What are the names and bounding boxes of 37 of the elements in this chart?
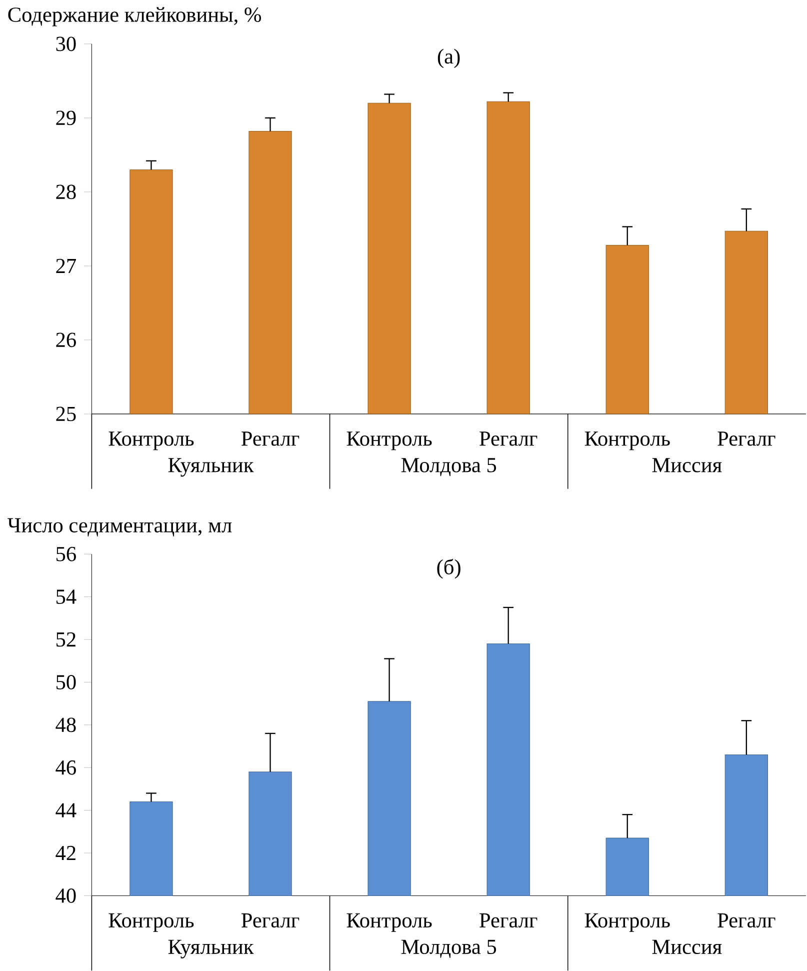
y-tick-label: 44 [56, 803, 76, 818]
x-tick-label: Регалг [718, 913, 776, 928]
y-tick-label: 42 [56, 846, 76, 860]
y-tick-label: 54 [56, 590, 76, 604]
text: Миссия [652, 458, 722, 472]
y-tick-label: 25 [56, 406, 76, 422]
y-tick-label: 52 [56, 632, 76, 647]
y-tick-label: 30 [56, 36, 76, 52]
y-axis-title: Число седиментации, мл [7, 518, 232, 536]
text: Молдова 5 [401, 458, 496, 476]
text: Куяльник [168, 458, 254, 477]
chart-title: (а) [438, 48, 460, 68]
x-tick-label: Контроль [584, 913, 670, 932]
x-tick-label: Регалг [718, 432, 776, 446]
x-tick-label: Регалг [479, 432, 538, 446]
x-tick-label: Контроль [346, 432, 432, 450]
x-tick-label: Контроль [584, 432, 670, 450]
y-tick-label: 48 [56, 718, 76, 732]
x-tick-label: Регалг [241, 432, 299, 446]
x-tick-label: Контроль [108, 913, 194, 932]
y-tick-label: 28 [56, 184, 76, 200]
y-tick-label: 29 [56, 110, 76, 126]
y-tick-label: 46 [56, 760, 76, 775]
y-tick-label: 40 [56, 888, 76, 903]
y-tick-label: 26 [56, 332, 76, 348]
y-tick-label: 27 [56, 258, 76, 273]
text: Куяльник [168, 940, 254, 958]
y-tick-label: 50 [56, 674, 76, 690]
x-tick-label: Контроль [108, 432, 194, 450]
y-tick-label: 56 [56, 546, 76, 562]
y-axis-title: Содержание клейковины, % [8, 7, 261, 26]
chart-title: (б) [437, 558, 460, 579]
text: Миссия [652, 940, 722, 954]
x-tick-label: Контроль [346, 913, 432, 932]
x-tick-label: Регалг [479, 913, 538, 928]
x-tick-label: Регалг [241, 913, 299, 928]
text: Молдова 5 [401, 940, 496, 958]
